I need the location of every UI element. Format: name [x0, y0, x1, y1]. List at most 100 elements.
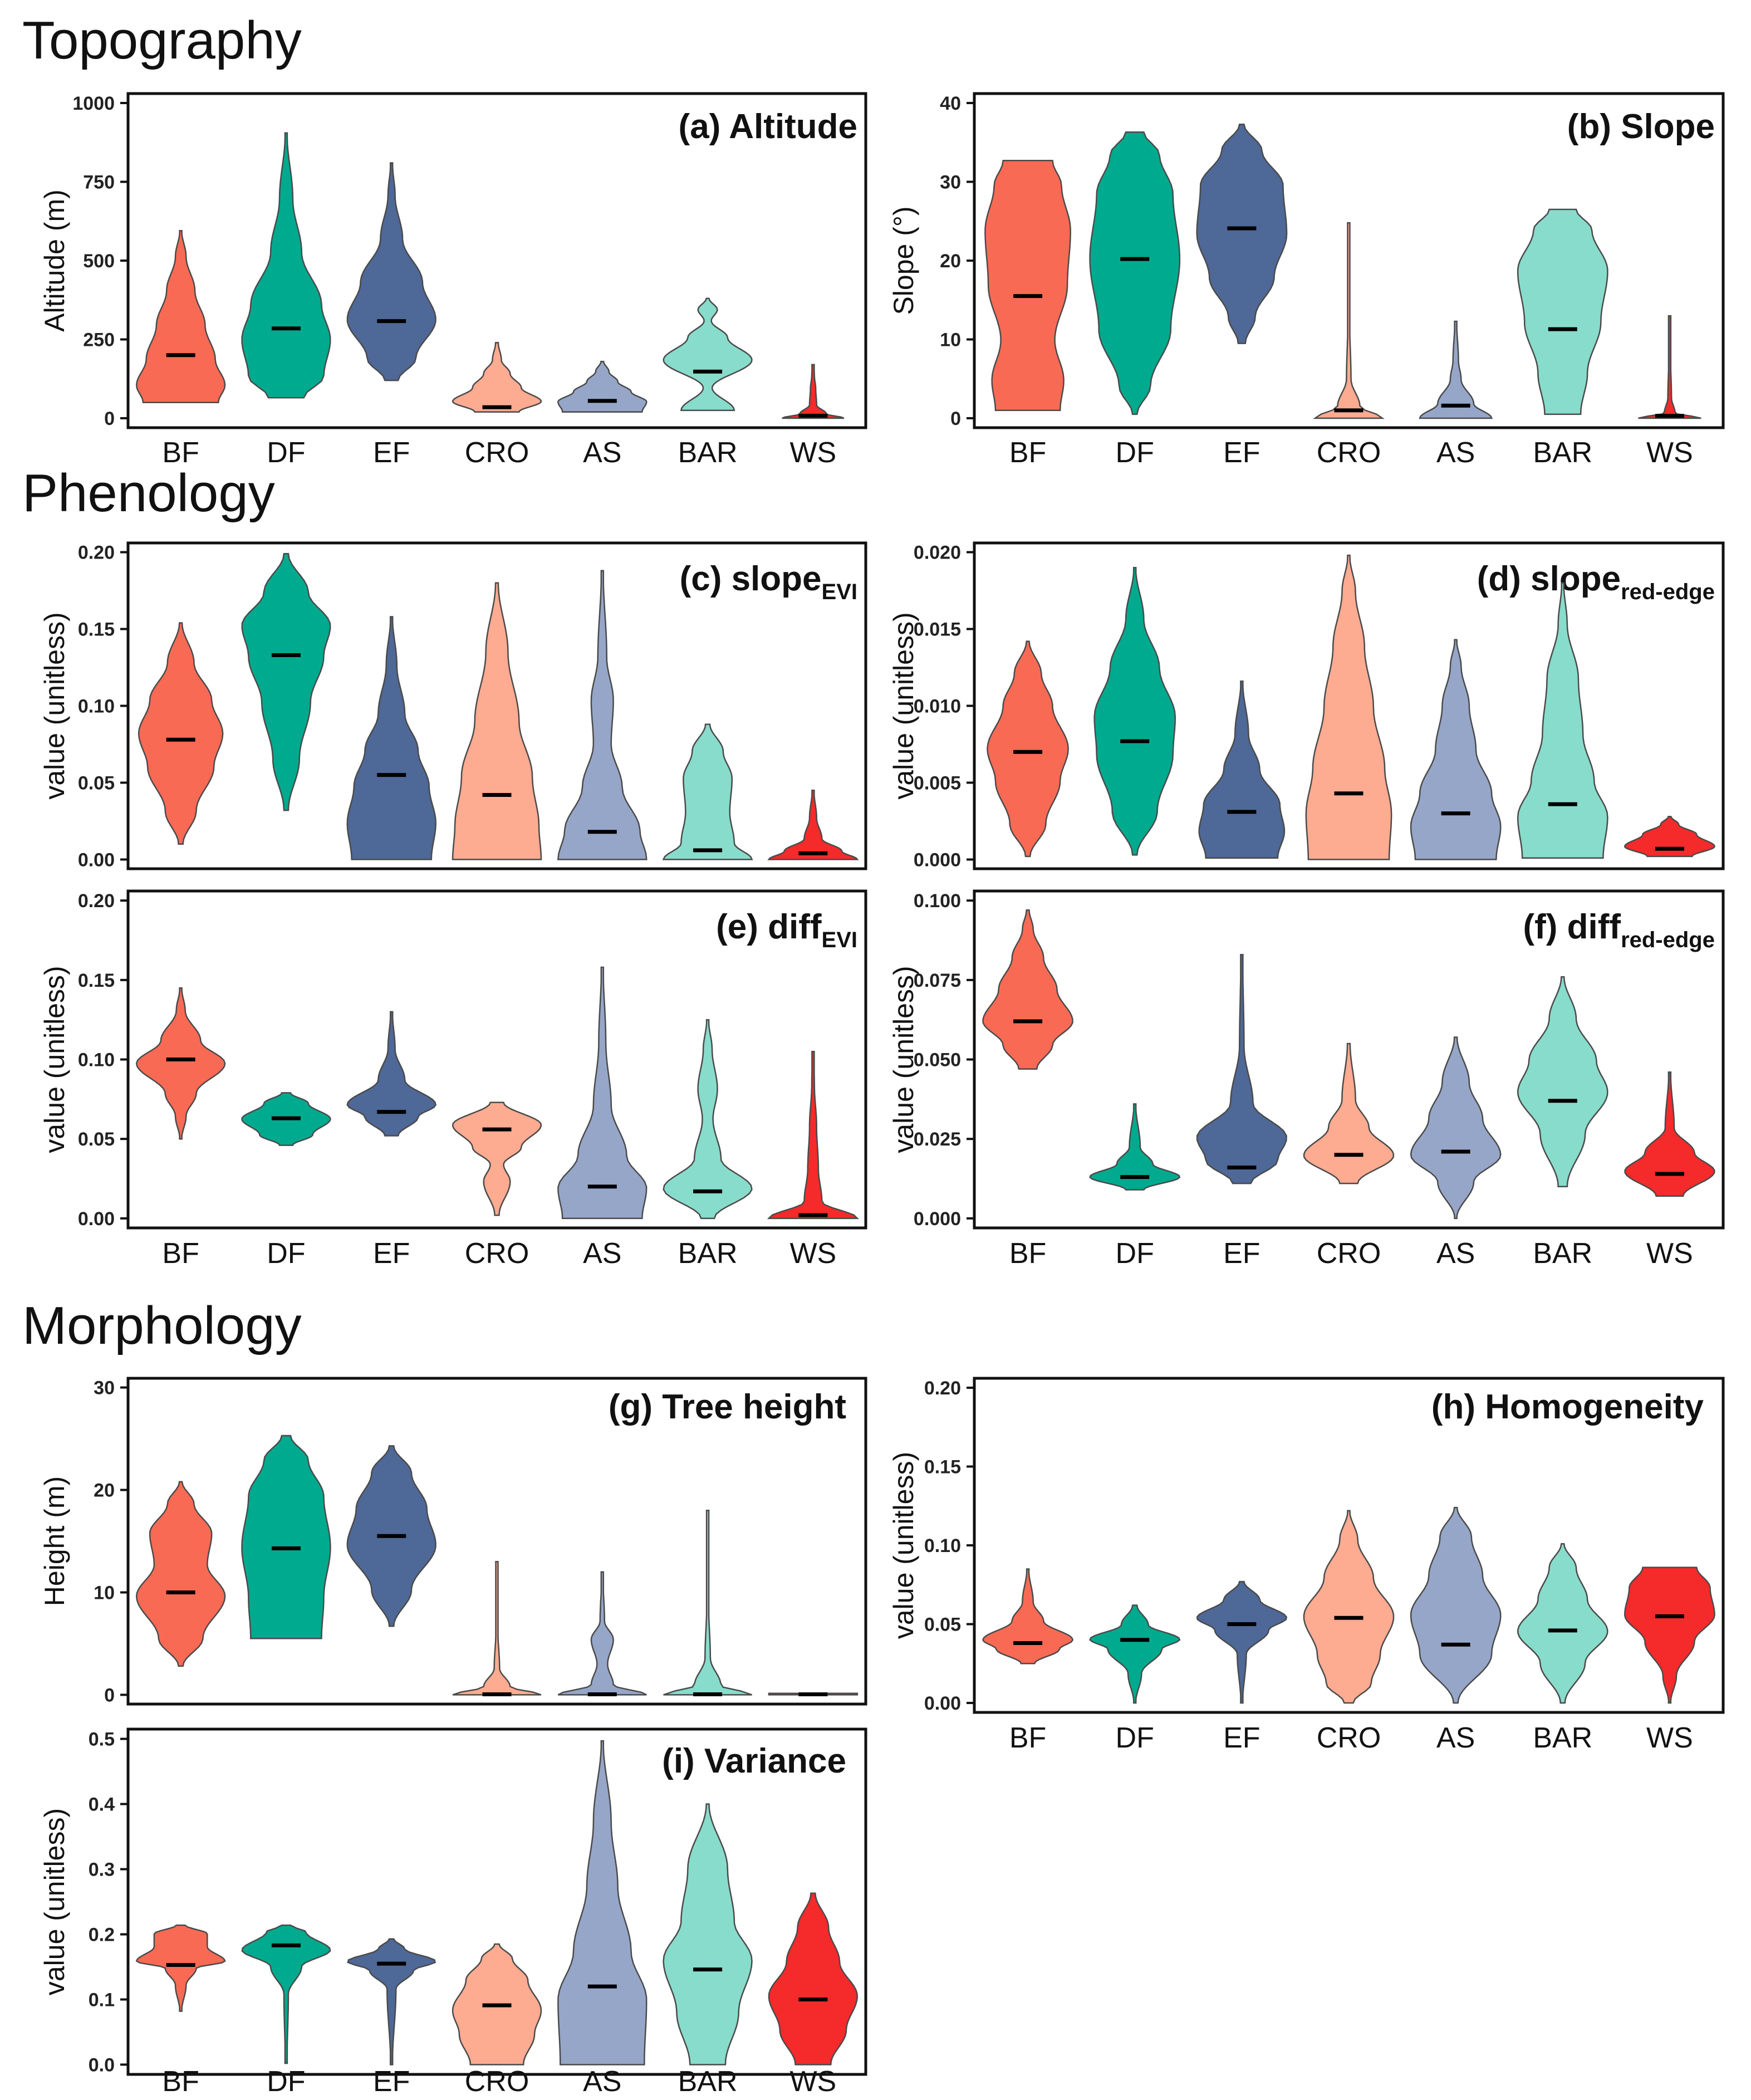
y-tick-label: 0.000	[914, 849, 961, 870]
violin-f-bar	[1517, 976, 1608, 1188]
y-axis-label: value (unitless)	[39, 1808, 70, 1995]
violin-i-bar	[663, 1803, 753, 2065]
violin-g-cro	[452, 1561, 542, 1696]
y-axis-label: value (unitless)	[39, 612, 70, 799]
y-tick-label: 0.0	[89, 2054, 115, 2075]
violin-i-ws	[768, 1892, 859, 2065]
violin-g-df	[241, 1435, 331, 1639]
panel-f: 0.000 0.025 0.050 0.075 0.100 value (unitless…	[888, 889, 1725, 1270]
y-tick-label: 0.100	[914, 890, 961, 912]
violin-e-ef	[346, 1011, 437, 1137]
violin-a-bar	[663, 297, 753, 412]
violin-c-df	[241, 553, 331, 811]
violin-b-ef	[1196, 123, 1288, 344]
y-tick-label: 0.05	[78, 772, 115, 794]
y-tick-label: 0	[104, 1685, 115, 1706]
y-tick-label: 0.15	[924, 1456, 961, 1477]
panel-title-a: (a) Altitude	[679, 107, 857, 146]
x-category-label: AS	[583, 1237, 621, 1270]
violin-h-bf	[982, 1568, 1074, 1665]
violin-e-as	[557, 966, 648, 1220]
x-category-label: EF	[373, 2065, 410, 2098]
y-tick-label: 0.000	[914, 1208, 961, 1230]
x-category-label: BAR	[1533, 1237, 1592, 1270]
x-category-label: EF	[373, 1237, 410, 1270]
y-tick-label: 30	[94, 1378, 115, 1399]
violin-b-bf	[984, 160, 1071, 412]
y-axis-label: Height (m)	[39, 1476, 70, 1606]
x-category-label: DF	[1116, 1237, 1154, 1270]
violin-d-bf	[987, 640, 1069, 858]
violin-f-df	[1089, 1103, 1181, 1191]
y-tick-label: 0.050	[914, 1050, 961, 1071]
violin-f-bf	[982, 909, 1073, 1070]
panel-title-d: (d) slopered-edge	[1477, 560, 1715, 604]
violin-i-ef	[347, 1938, 436, 2065]
y-axis-label: Altitude (m)	[39, 189, 70, 332]
y-tick-label: 0.00	[924, 1693, 961, 1714]
panel-h: 0.00 0.05 0.10 0.15 0.20 value (unitless) (h) …	[888, 1377, 1725, 1754]
violin-g-bar	[663, 1510, 752, 1696]
x-category-label: WS	[1646, 1722, 1693, 1754]
violin-c-ws	[767, 790, 859, 860]
x-category-label: BF	[1009, 437, 1046, 469]
y-tick-label: 0.010	[914, 696, 961, 717]
y-tick-label: 0.15	[78, 619, 115, 640]
violin-h-cro	[1303, 1510, 1395, 1704]
x-category-label: AS	[1436, 1237, 1475, 1270]
x-category-label: BAR	[678, 437, 738, 469]
x-category-label: WS	[789, 1237, 836, 1270]
violin-d-ws	[1624, 815, 1715, 858]
x-category-label: CRO	[465, 437, 529, 469]
y-tick-label: 0.10	[78, 1050, 115, 1071]
y-tick-label: 0.20	[78, 890, 115, 912]
violin-f-cro	[1303, 1042, 1395, 1184]
violin-c-bf	[138, 622, 224, 845]
y-tick-label: 0.00	[78, 1208, 115, 1230]
x-category-label: EF	[1223, 1722, 1260, 1754]
violin-f-as	[1410, 1036, 1502, 1220]
x-category-label: WS	[1646, 437, 1693, 469]
violin-e-bf	[135, 987, 226, 1140]
panel-title-g: (g) Tree height	[609, 1388, 846, 1426]
y-tick-label: 0	[950, 408, 961, 429]
violin-i-bf	[135, 1924, 226, 2012]
y-tick-label: 0.20	[924, 1378, 961, 1399]
violin-a-as	[557, 360, 648, 413]
x-category-label: DF	[1116, 1722, 1154, 1754]
x-category-label: DF	[267, 2065, 305, 2098]
y-tick-label: 0.10	[78, 696, 115, 717]
panel-c: 0.00 0.05 0.10 0.15 0.20 value (unitless) (c) …	[39, 541, 867, 870]
y-tick-label: 20	[94, 1480, 115, 1501]
y-tick-label: 500	[83, 251, 115, 272]
y-tick-label: 750	[83, 172, 115, 193]
y-tick-label: 0.015	[914, 619, 961, 640]
y-tick-label: 0.20	[78, 542, 115, 564]
panel-title-b: (b) Slope	[1567, 107, 1715, 146]
y-tick-label: 0.075	[914, 970, 961, 991]
x-category-label: DF	[1116, 437, 1154, 469]
violin-d-df	[1093, 566, 1176, 856]
violin-g-bf	[135, 1481, 226, 1667]
panel-frame-i	[126, 1727, 867, 2076]
panel-title-e: (e) diffEVI	[716, 908, 857, 952]
y-tick-label: 40	[940, 93, 961, 114]
y-axis-label: value (unitless)	[39, 966, 70, 1153]
x-category-label: BF	[162, 2065, 199, 2098]
violin-c-as	[557, 570, 648, 860]
violin-i-df	[241, 1924, 331, 2064]
violin-b-ws	[1638, 315, 1701, 419]
violin-b-as	[1419, 320, 1493, 419]
x-category-label: AS	[1436, 1722, 1475, 1754]
x-category-label: WS	[789, 2065, 836, 2098]
x-category-label: BAR	[678, 2065, 738, 2098]
x-category-label: AS	[583, 2065, 621, 2098]
violin-f-ef	[1196, 953, 1287, 1184]
y-tick-label: 0.5	[89, 1729, 115, 1750]
violin-h-as	[1410, 1506, 1502, 1704]
x-category-label: BF	[1009, 1237, 1046, 1270]
violin-g-as	[557, 1571, 647, 1696]
section-title-topography: Topography	[22, 11, 302, 70]
y-tick-label: 0.00	[78, 849, 115, 870]
